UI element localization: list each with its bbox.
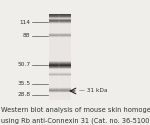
Text: — 31 kDa: — 31 kDa [79, 88, 107, 94]
Text: using Rb anti-Connexin 31 (Cat. no. 36-5100).: using Rb anti-Connexin 31 (Cat. no. 36-5… [1, 117, 150, 124]
Text: Western blot analysis of mouse skin homogenates: Western blot analysis of mouse skin homo… [1, 107, 150, 113]
Text: 28.8: 28.8 [17, 92, 31, 97]
Text: 50.7: 50.7 [17, 62, 31, 68]
Text: 88: 88 [23, 33, 31, 38]
Text: 35.5: 35.5 [17, 81, 31, 86]
Text: 114: 114 [20, 20, 31, 24]
